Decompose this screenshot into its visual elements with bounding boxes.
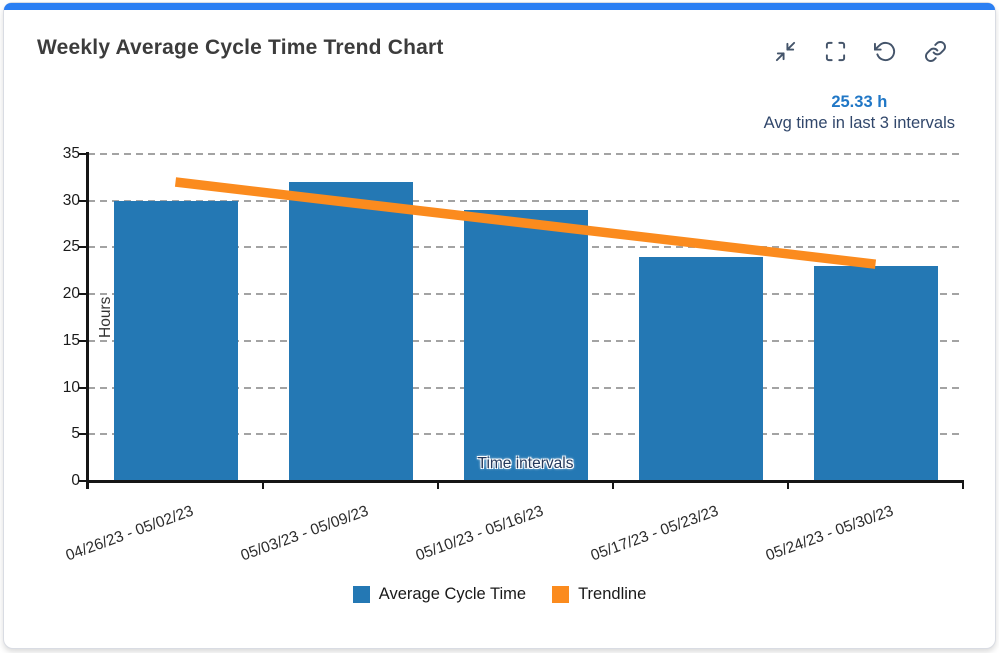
collapse-icon[interactable] bbox=[774, 40, 797, 63]
bar-05/03/23 - 05/09/23[interactable] bbox=[288, 182, 413, 481]
link-icon[interactable] bbox=[924, 40, 947, 63]
legend-item-trendline[interactable]: Trendline bbox=[552, 585, 646, 604]
bar-05/10/23 - 05/16/23[interactable] bbox=[463, 210, 588, 481]
bar-05/24/23 - 05/30/23[interactable] bbox=[813, 266, 938, 481]
stat-block: 25.33 h Avg time in last 3 intervals bbox=[764, 93, 955, 133]
legend-swatch-bar bbox=[352, 586, 370, 603]
stat-value: 25.33 h bbox=[831, 93, 888, 111]
legend-swatch-trend bbox=[552, 586, 570, 603]
bar-05/17/23 - 05/23/23[interactable] bbox=[638, 256, 763, 481]
stat-caption: Avg time in last 3 intervals bbox=[763, 114, 955, 132]
legend-label: Trendline bbox=[578, 585, 647, 603]
chart-title: Weekly Average Cycle Time Trend Chart bbox=[37, 36, 444, 59]
chart-legend: Average Cycle Time Trendline bbox=[4, 585, 995, 604]
card-accent-bar bbox=[4, 3, 995, 10]
reset-icon[interactable] bbox=[874, 40, 897, 63]
bar-04/26/23 - 05/02/23[interactable] bbox=[113, 200, 238, 481]
legend-label: Average Cycle Time bbox=[378, 585, 527, 603]
legend-item-average-cycle-time[interactable]: Average Cycle Time bbox=[352, 585, 527, 604]
fullscreen-icon[interactable] bbox=[824, 40, 847, 63]
widget-toolbar bbox=[774, 40, 947, 63]
